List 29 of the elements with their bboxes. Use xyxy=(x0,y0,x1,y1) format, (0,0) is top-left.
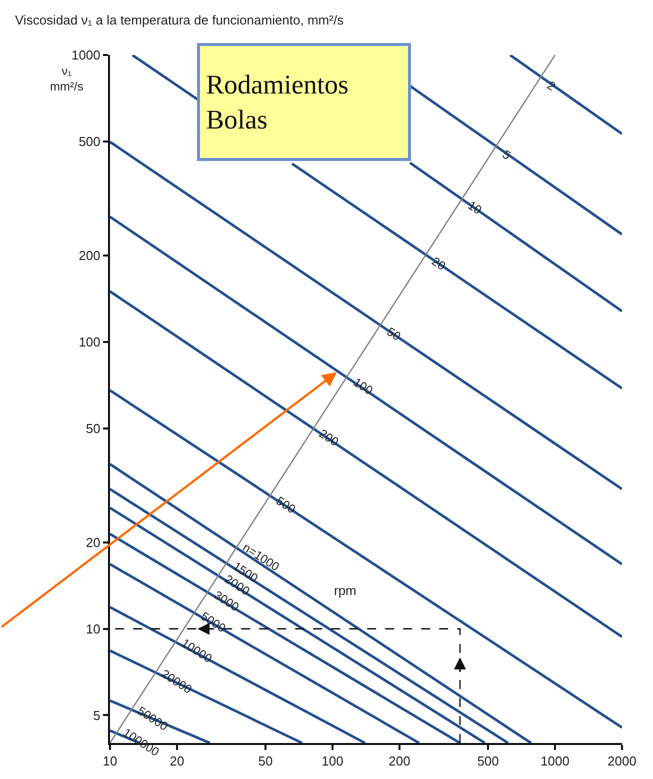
text: 200 xyxy=(316,426,342,450)
text: 5000 xyxy=(198,608,229,636)
y-tick-label: 5 xyxy=(93,708,100,723)
chart-title: Viscosidad ν₁ a la temperatura de funcionamiento, mm²/s xyxy=(15,12,344,28)
x-tick-label: 10 xyxy=(102,754,118,769)
text: 2 xyxy=(544,78,558,94)
text: 5 xyxy=(500,147,514,163)
annotation: Rodamientos Bolas xyxy=(206,69,348,135)
y-tick-label: 500 xyxy=(78,134,100,149)
y-tick-label: 1000 xyxy=(71,48,100,63)
text: 20 xyxy=(429,254,448,274)
text: 10 xyxy=(465,198,484,218)
x-tick-label: 100 xyxy=(322,754,344,769)
y-tick-label: 200 xyxy=(78,248,100,264)
text: 50 xyxy=(384,324,404,344)
y-axis-title: ν₁ mm²/s xyxy=(50,64,84,94)
x-tick-label: 1000 xyxy=(540,754,570,769)
x-tick-label: 200 xyxy=(388,754,410,769)
annotation: rpm xyxy=(334,583,356,598)
text: 500 xyxy=(274,494,298,516)
y-tick-label: 100 xyxy=(78,334,100,350)
x-tick-label: 50 xyxy=(258,754,273,769)
text: 100 xyxy=(350,374,376,398)
x-tick-label: 500 xyxy=(477,754,499,769)
x-tick-label: 2000 xyxy=(608,754,636,769)
x-tick-label: 20 xyxy=(170,754,184,769)
y-tick-label: 10 xyxy=(86,621,100,636)
y-tick-label: 20 xyxy=(86,535,100,550)
y-tick-label: 50 xyxy=(86,420,100,436)
